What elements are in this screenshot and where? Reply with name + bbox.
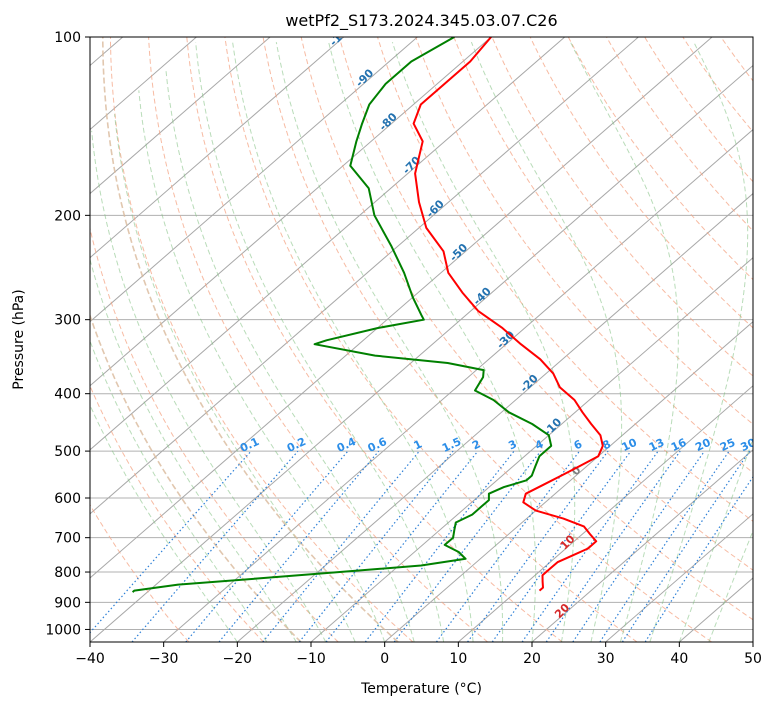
mixing-ratio-line xyxy=(298,450,454,642)
dry-adiabat-reference xyxy=(102,37,399,642)
mixing-ratio-line xyxy=(621,450,751,642)
moist-adiabat xyxy=(90,339,268,642)
mixing-ratio-line xyxy=(467,450,609,642)
y-tick-label: 100 xyxy=(54,30,81,46)
x-tick-label: −10 xyxy=(296,651,326,667)
moist-adiabat xyxy=(138,90,386,642)
y-axis-title: Pressure (hPa) xyxy=(11,289,27,389)
y-tick-label: 600 xyxy=(54,491,81,507)
mixing-ratio-line xyxy=(644,475,753,642)
x-tick-label: 40 xyxy=(670,651,688,667)
dry-adiabat xyxy=(300,37,753,621)
x-tick-label: 10 xyxy=(449,651,467,667)
isotherm-line xyxy=(90,37,566,451)
moist-adiabat xyxy=(165,70,415,642)
mixing-ratio-line xyxy=(572,450,705,642)
dry-adiabat xyxy=(415,37,753,474)
isotherm-line xyxy=(90,37,345,259)
isotherm-line xyxy=(384,321,753,642)
dry-adiabat xyxy=(606,37,753,232)
y-tick-label: 400 xyxy=(54,387,81,403)
mixing-ratio-line xyxy=(521,450,659,642)
x-axis-title: Temperature (°C) xyxy=(360,681,482,697)
isotherm-line xyxy=(90,64,753,642)
mixing-ratio-line xyxy=(545,450,681,642)
x-tick-label: 20 xyxy=(523,651,541,667)
moist-adiabat xyxy=(570,41,679,642)
y-tick-label: 700 xyxy=(54,531,81,547)
y-tick-label: 900 xyxy=(54,595,81,611)
mixing-ratio-line xyxy=(491,450,632,642)
mixing-ratio-label: 25 xyxy=(718,436,737,454)
y-tick-label: 500 xyxy=(54,444,81,460)
isotherm-line xyxy=(237,192,753,642)
isotherm-line xyxy=(90,37,639,515)
mixing-ratio-line xyxy=(435,450,580,642)
moist-adiabat xyxy=(391,41,576,642)
mixing-ratio-line xyxy=(393,450,542,642)
y-tick-label: 800 xyxy=(54,565,81,581)
dry-adiabat xyxy=(644,37,753,183)
isotherm-line xyxy=(90,37,271,195)
dry-adiabat xyxy=(90,226,339,642)
y-axis: 100 200 300 400 500 600 700 800 900 1000 xyxy=(45,30,90,638)
chart-title: wetPf2_S173.2024.345.03.07.C26 xyxy=(285,11,557,31)
moist-adiabat xyxy=(678,437,753,642)
dewpoint-profile-line xyxy=(131,37,553,593)
dry-adiabat xyxy=(567,37,753,281)
mixing-ratio-line xyxy=(185,450,349,642)
dry-adiabat xyxy=(186,37,563,642)
moist-adiabat xyxy=(114,114,356,642)
dry-adiabat xyxy=(90,384,264,642)
mixing-ratio-line xyxy=(262,450,420,642)
isotherm-line xyxy=(605,513,753,642)
dry-adiabat xyxy=(338,37,753,571)
y-tick-label: 300 xyxy=(54,313,81,329)
moist-adiabat xyxy=(470,41,623,642)
dry-adiabat xyxy=(224,37,638,642)
y-tick-label: 200 xyxy=(54,208,81,224)
mixing-ratio-line xyxy=(325,450,479,642)
x-tick-label: 0 xyxy=(380,651,389,667)
mixing-ratio-line xyxy=(90,450,252,634)
mixing-ratio-label: 30 xyxy=(739,436,759,454)
y-tick-label: 1000 xyxy=(45,622,81,638)
moist-adiabat xyxy=(91,130,327,642)
isotherm-label: -100 xyxy=(327,20,356,49)
isotherm-line xyxy=(90,37,713,579)
moist-adiabat xyxy=(195,42,445,642)
x-tick-label: −30 xyxy=(149,651,179,667)
mixing-ratio-line xyxy=(599,450,730,642)
isotherm-line xyxy=(458,385,753,642)
moist-adiabat xyxy=(232,42,474,642)
moist-adiabat xyxy=(275,42,504,642)
isotherm-line xyxy=(531,449,753,642)
mixing-ratio-label: 20 xyxy=(693,436,713,454)
mixing-ratio-label: 10 xyxy=(620,436,640,454)
dry-adiabat xyxy=(110,37,414,642)
dry-adiabat xyxy=(262,37,712,642)
mixing-ratio-label: 16 xyxy=(669,436,689,454)
x-tick-label: −20 xyxy=(223,651,253,667)
moist-adiabat xyxy=(328,41,537,642)
x-tick-label: 30 xyxy=(597,651,615,667)
moist-adiabat xyxy=(649,41,749,642)
dry-adiabat xyxy=(377,37,753,522)
mixing-ratio-label: 13 xyxy=(647,436,666,454)
mixing-ratio-line xyxy=(218,450,380,642)
moist-adiabat xyxy=(90,257,297,642)
isotherm-line xyxy=(90,37,492,387)
x-tick-label: −40 xyxy=(75,651,105,667)
x-tick-label: 50 xyxy=(744,651,762,667)
isotherm-line xyxy=(163,128,753,642)
temperature-profile-line xyxy=(412,37,604,592)
plot-frame xyxy=(89,36,754,643)
x-axis: −40 −30 −20 −10 0 10 20 30 40 50 xyxy=(75,642,762,667)
isotherm-line xyxy=(90,37,418,323)
